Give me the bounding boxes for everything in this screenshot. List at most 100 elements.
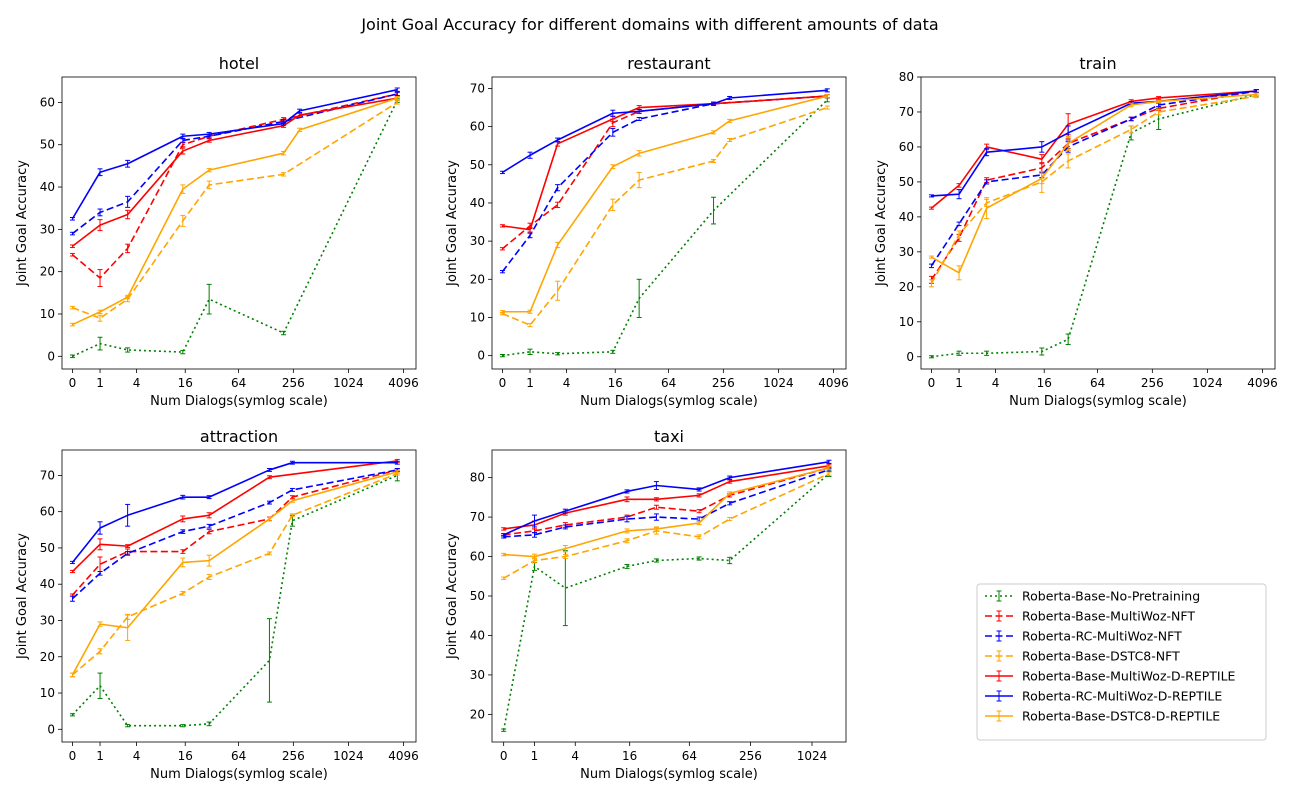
series-line-roberta-base-dstc8-d-reptile: [502, 95, 828, 313]
x-tick-label-attraction: 4: [133, 749, 141, 763]
y-tick-label-attraction: 30: [40, 613, 55, 627]
x-tick-label-restaurant: 16: [608, 376, 623, 390]
y-axis-label-restaurant: Joint Goal Accuracy: [445, 160, 460, 287]
y-tick-label-hotel: 10: [40, 307, 55, 321]
plot-frame-hotel: [61, 76, 417, 370]
x-tick-label-hotel: 0: [69, 376, 77, 390]
x-tick-label-train: 64: [1090, 376, 1105, 390]
x-tick-label-taxi: 1: [531, 749, 539, 763]
x-tick-label-taxi: 64: [682, 749, 697, 763]
x-tick-label-attraction: 256: [282, 749, 305, 763]
y-tick-label-hotel: 40: [40, 180, 55, 194]
panel-title-hotel: hotel: [219, 54, 260, 73]
x-tick-label-train: 4096: [1247, 376, 1278, 390]
panel-title-restaurant: restaurant: [627, 54, 710, 73]
series-line-roberta-base-dstc8-nft: [503, 472, 830, 579]
legend-label: Roberta-RC-MultiWoz-D-REPTILE: [1022, 689, 1222, 704]
y-tick-label-taxi: 80: [470, 471, 485, 485]
y-tick-label-taxi: 60: [470, 550, 485, 564]
panel-title-attraction: attraction: [200, 427, 278, 446]
y-tick-label-taxi: 70: [470, 510, 485, 524]
legend-label: Roberta-RC-MultiWoz-NFT: [1022, 629, 1182, 644]
y-tick-label-hotel: 0: [47, 349, 55, 363]
y-tick-label-train: 60: [899, 140, 914, 154]
x-tick-label-taxi: 4: [571, 749, 579, 763]
x-tick-label-attraction: 1024: [333, 749, 364, 763]
y-tick-label-train: 40: [899, 210, 914, 224]
series-line-roberta-rc-multiwoz-nft: [930, 90, 1257, 267]
y-tick-label-taxi: 30: [470, 668, 485, 682]
panel-title-train: train: [1079, 54, 1116, 73]
series-line-roberta-base-dstc8-d-reptile: [71, 470, 398, 676]
legend-entry-roberta-base-multiwoz-nft: Roberta-Base-MultiWoz-NFT: [985, 609, 1195, 624]
x-axis-label-restaurant: Num Dialogs(symlog scale): [580, 394, 758, 409]
x-tick-label-restaurant: 4096: [818, 376, 849, 390]
legend-entry-roberta-rc-multiwoz-d-reptile: Roberta-RC-MultiWoz-D-REPTILE: [985, 689, 1222, 704]
x-tick-label-restaurant: 1024: [763, 376, 794, 390]
y-tick-label-attraction: 10: [40, 686, 55, 700]
y-tick-label-hotel: 60: [40, 95, 55, 109]
legend-label: Roberta-Base-DSTC8-NFT: [1022, 649, 1180, 664]
x-tick-label-train: 16: [1037, 376, 1052, 390]
legend-label: Roberta-Base-No-Pretraining: [1022, 589, 1200, 604]
x-tick-label-hotel: 16: [178, 376, 193, 390]
series-line-roberta-base-no-pretraining: [931, 93, 1257, 358]
x-tick-label-train: 1024: [1192, 376, 1223, 390]
series-line-roberta-base-multiwoz-d-reptile: [503, 464, 830, 530]
y-tick-label-attraction: 50: [40, 541, 55, 555]
panel-taxi: taxi 0 1 4 16 64 256 1024 20 30 40 50 60 70 80 Num Dial…: [445, 427, 847, 782]
y-tick-label-train: 80: [899, 70, 914, 84]
series-group-hotel: [69, 87, 400, 359]
legend-label: Roberta-Base-MultiWoz-D-REPTILE: [1022, 669, 1236, 684]
x-tick-label-restaurant: 4: [563, 376, 571, 390]
y-tick-label-restaurant: 30: [470, 234, 485, 248]
x-tick-label-attraction: 16: [178, 749, 193, 763]
y-tick-label-train: 30: [899, 245, 914, 259]
x-tick-label-hotel: 4096: [388, 376, 419, 390]
x-tick-label-train: 4: [992, 376, 1000, 390]
y-axis-label-attraction: Joint Goal Accuracy: [15, 533, 30, 660]
y-tick-label-restaurant: 70: [470, 81, 485, 95]
plot-frame-train: [920, 76, 1276, 370]
panel-restaurant: restaurant 0 1 4 16 64 256 1024 4096 0 10 20 30 40 50 6…: [445, 54, 849, 409]
y-tick-label-train: 50: [899, 175, 914, 189]
y-axis-label-train: Joint Goal Accuracy: [874, 160, 889, 287]
figure-title: Joint Goal Accuracy for different domain…: [360, 15, 938, 34]
x-tick-label-restaurant: 64: [661, 376, 676, 390]
legend-label: Roberta-Base-MultiWoz-NFT: [1022, 609, 1195, 624]
x-tick-label-restaurant: 0: [499, 376, 507, 390]
y-tick-label-attraction: 0: [47, 722, 55, 736]
legend: Roberta-Base-No-Pretraining Roberta-Base-…: [976, 583, 1267, 741]
series-line-roberta-base-multiwoz-nft: [930, 90, 1257, 281]
x-tick-label-train: 1: [955, 376, 963, 390]
legend-entry-roberta-base-multiwoz-d-reptile: Roberta-Base-MultiWoz-D-REPTILE: [985, 669, 1236, 684]
y-tick-label-attraction: 20: [40, 650, 55, 664]
y-tick-label-hotel: 30: [40, 222, 55, 236]
legend-entry-roberta-base-dstc8-nft: Roberta-Base-DSTC8-NFT: [985, 649, 1180, 664]
y-tick-label-restaurant: 50: [470, 158, 485, 172]
y-tick-label-taxi: 20: [470, 707, 485, 721]
legend-box: [976, 583, 1267, 741]
series-group-restaurant: [499, 88, 830, 358]
series-line-roberta-base-no-pretraining: [71, 474, 398, 727]
y-tick-label-attraction: 40: [40, 577, 55, 591]
x-tick-label-restaurant: 1: [526, 376, 534, 390]
x-tick-label-taxi: 1024: [797, 749, 828, 763]
series-line-roberta-rc-multiwoz-nft: [503, 468, 830, 538]
panel-attraction: attraction 0 1 4 16 64 256 1024 4096 0 10 20 30 40 50 6…: [15, 427, 419, 782]
series-line-roberta-base-dstc8-nft: [71, 472, 398, 676]
x-axis-label-taxi: Num Dialogs(symlog scale): [580, 767, 758, 782]
legend-entry-roberta-rc-multiwoz-nft: Roberta-RC-MultiWoz-NFT: [985, 629, 1182, 644]
y-tick-label-taxi: 50: [470, 589, 485, 603]
series-line-roberta-base-dstc8-d-reptile: [931, 93, 1257, 274]
series-line-roberta-rc-multiwoz-d-reptile: [503, 461, 830, 536]
panel-title-taxi: taxi: [654, 427, 684, 446]
series-line-roberta-base-dstc8-d-reptile: [72, 97, 398, 326]
x-tick-label-hotel: 4: [133, 376, 141, 390]
y-axis-label-taxi: Joint Goal Accuracy: [445, 533, 460, 660]
x-tick-label-taxi: 0: [500, 749, 508, 763]
series-line-roberta-base-multiwoz-d-reptile: [71, 97, 398, 247]
x-tick-label-taxi: 256: [739, 749, 762, 763]
